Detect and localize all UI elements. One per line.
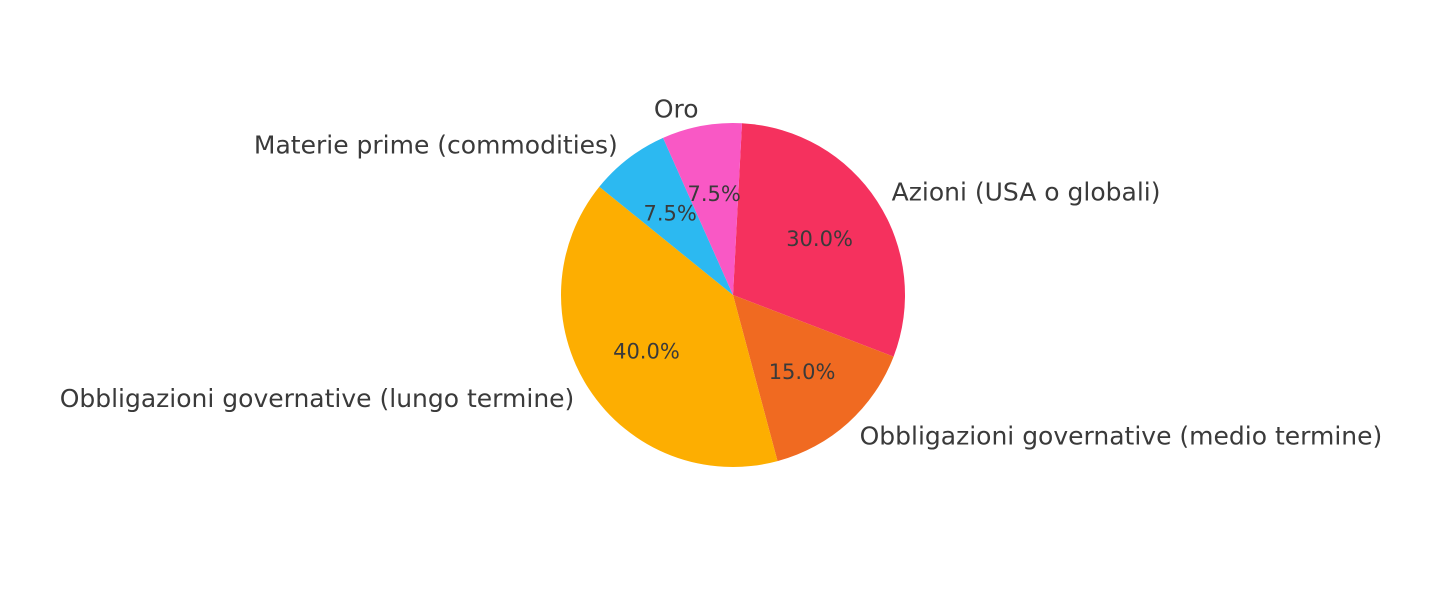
slice-label-2: Obbligazioni governative (lungo termine) bbox=[60, 384, 575, 413]
slice-percent-4: 7.5% bbox=[688, 182, 741, 206]
pie-slice-3 bbox=[599, 137, 733, 295]
pie-slice-1 bbox=[733, 295, 894, 462]
pie-slice-2 bbox=[561, 186, 778, 468]
slice-label-4: Oro bbox=[654, 95, 699, 124]
pie-slice-0 bbox=[733, 123, 906, 357]
slice-percent-0: 30.0% bbox=[786, 227, 853, 251]
pie-slice-4 bbox=[663, 123, 742, 295]
slice-percent-1: 15.0% bbox=[769, 360, 836, 384]
slice-percent-3: 7.5% bbox=[644, 201, 697, 225]
slice-label-3: Materie prime (commodities) bbox=[254, 131, 618, 160]
slice-percent-2: 40.0% bbox=[613, 340, 680, 364]
slice-label-1: Obbligazioni governative (medio termine) bbox=[860, 421, 1383, 450]
slice-label-0: Azioni (USA o globali) bbox=[892, 178, 1161, 207]
